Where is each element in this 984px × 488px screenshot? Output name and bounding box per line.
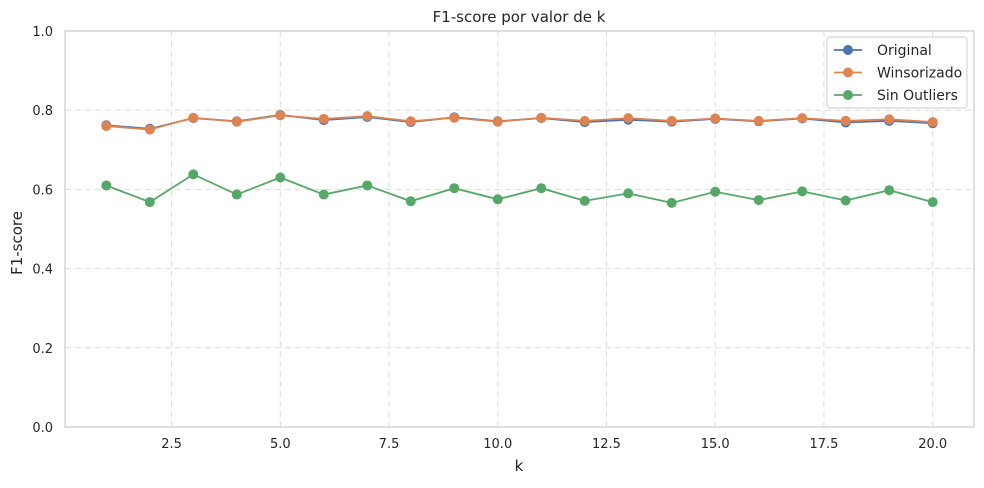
- data-point-sin-outliers: [362, 180, 373, 191]
- x-tick-label: 15.0: [701, 437, 730, 452]
- series-winsorizado: [101, 110, 938, 135]
- legend-item-sin-outliers: Sin Outliers: [834, 88, 958, 104]
- data-point-sin-outliers: [797, 186, 808, 197]
- data-point-winsorizado: [710, 113, 721, 124]
- legend-item-original: Original: [834, 43, 932, 59]
- series-original: [101, 109, 938, 134]
- data-point-sin-outliers: [275, 172, 286, 183]
- data-point-winsorizado: [884, 114, 895, 125]
- legend-label: Original: [877, 43, 932, 59]
- x-tick-label: 2.5: [161, 437, 182, 452]
- data-point-winsorizado: [362, 111, 373, 122]
- series-layer: [101, 109, 938, 208]
- data-point-sin-outliers: [579, 195, 590, 206]
- data-point-sin-outliers: [449, 183, 460, 194]
- data-point-sin-outliers: [666, 197, 677, 208]
- legend-box: [826, 36, 968, 109]
- y-tick-label: 0.2: [32, 342, 53, 357]
- y-tick-label: 0.8: [32, 104, 53, 119]
- x-tick-label: 12.5: [592, 437, 621, 452]
- x-axis-label: k: [515, 457, 524, 475]
- x-tick-label: 17.5: [809, 437, 838, 452]
- data-point-sin-outliers: [231, 189, 242, 200]
- data-point-sin-outliers: [405, 196, 416, 207]
- y-axis-ticks: 0.0 0.2 0.4 0.6 0.8 1.0: [32, 25, 53, 436]
- data-point-sin-outliers: [144, 197, 155, 208]
- data-point-winsorizado: [231, 116, 242, 127]
- data-point-winsorizado: [188, 112, 199, 123]
- data-point-sin-outliers: [492, 194, 503, 205]
- x-tick-label: 5.0: [270, 437, 291, 452]
- data-point-winsorizado: [144, 124, 155, 135]
- data-point-winsorizado: [753, 115, 764, 126]
- x-tick-label: 7.5: [379, 437, 400, 452]
- data-point-sin-outliers: [710, 186, 721, 197]
- data-point-sin-outliers: [318, 189, 329, 200]
- data-point-winsorizado: [840, 115, 851, 126]
- data-point-sin-outliers: [927, 197, 938, 208]
- y-tick-label: 0.6: [32, 183, 53, 198]
- legend-swatch-marker: [843, 67, 853, 78]
- data-point-winsorizado: [101, 121, 112, 132]
- data-point-winsorizado: [405, 116, 416, 127]
- legend-item-winsorizado: Winsorizado: [834, 66, 962, 82]
- legend-label: Sin Outliers: [877, 88, 958, 104]
- data-point-winsorizado: [449, 112, 460, 123]
- data-point-sin-outliers: [536, 183, 547, 194]
- plot-frame: [64, 30, 975, 428]
- x-tick-label: 20.0: [918, 437, 947, 452]
- data-point-winsorizado: [318, 113, 329, 124]
- data-point-sin-outliers: [623, 188, 634, 199]
- y-tick-label: 1.0: [32, 25, 53, 40]
- data-point-sin-outliers: [884, 185, 895, 196]
- x-axis-ticks: 2.5 5.0 7.5 10.0 12.5 15.0 17.5 20.0: [161, 437, 947, 452]
- legend: Original Winsorizado Sin Outliers: [826, 36, 968, 109]
- data-point-winsorizado: [275, 110, 286, 121]
- y-tick-label: 0.4: [32, 263, 53, 278]
- data-point-sin-outliers: [753, 195, 764, 206]
- x-tick-label: 10.0: [483, 437, 512, 452]
- data-point-winsorizado: [579, 115, 590, 126]
- data-point-winsorizado: [623, 113, 634, 124]
- data-point-sin-outliers: [101, 180, 112, 191]
- data-point-winsorizado: [797, 113, 808, 124]
- data-point-sin-outliers: [840, 195, 851, 206]
- chart-title: F1-score por valor de k: [433, 8, 606, 26]
- y-axis-label: F1-score: [8, 211, 26, 275]
- data-point-winsorizado: [927, 117, 938, 128]
- series-sin-outliers: [101, 169, 938, 208]
- data-point-winsorizado: [492, 116, 503, 127]
- series-line-winsorizado: [106, 114, 933, 131]
- data-point-winsorizado: [536, 112, 547, 123]
- y-tick-label: 0.0: [32, 421, 53, 436]
- legend-swatch-marker: [843, 90, 853, 100]
- legend-swatch-marker: [843, 45, 853, 55]
- series-line-sin-outliers: [105, 173, 933, 204]
- legend-label: Winsorizado: [877, 66, 962, 82]
- data-point-sin-outliers: [188, 169, 199, 180]
- data-point-winsorizado: [666, 115, 677, 126]
